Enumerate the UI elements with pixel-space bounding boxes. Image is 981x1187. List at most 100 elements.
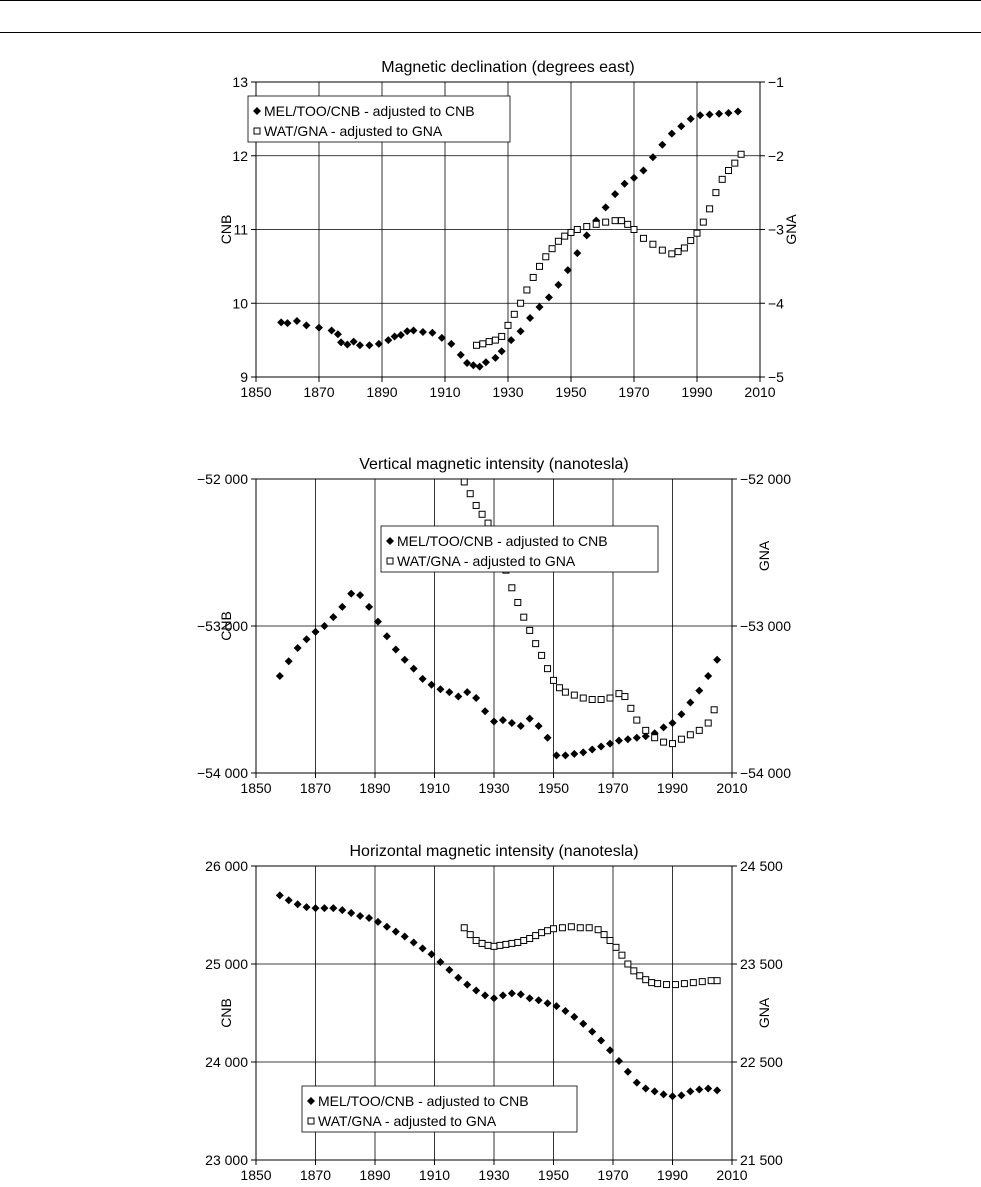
data-point-square: [472, 501, 480, 509]
series-mel-too-cnb: [275, 891, 722, 1101]
data-point-diamond: [606, 739, 615, 748]
data-point-square: [523, 286, 531, 294]
data-point-diamond: [463, 358, 472, 367]
data-point-diamond: [686, 1087, 695, 1096]
data-point-square: [671, 981, 679, 989]
data-point-diamond: [705, 110, 714, 119]
data-point-square: [651, 734, 659, 742]
data-point-diamond: [337, 338, 346, 347]
data-point-diamond: [554, 280, 563, 289]
data-point-diamond: [373, 617, 382, 626]
data-point-diamond: [343, 340, 352, 349]
x-tick-label: 1850: [240, 780, 271, 796]
series-wat-gna: [473, 150, 745, 349]
data-point-square: [663, 981, 671, 989]
series-mel-too-cnb: [275, 589, 722, 760]
data-point-diamond: [391, 927, 400, 936]
y2-tick-label: 22 500: [740, 1054, 783, 1070]
data-point-square: [502, 940, 510, 948]
data-point-square: [668, 250, 676, 258]
data-point-square: [658, 246, 666, 254]
data-point-diamond: [327, 326, 336, 335]
x-tick-label: 1850: [240, 384, 271, 400]
data-point-square: [472, 936, 480, 944]
data-point-diamond: [579, 748, 588, 757]
x-tick-label: 1930: [478, 780, 509, 796]
data-point-square: [567, 923, 575, 931]
data-point-square: [669, 740, 676, 748]
data-point-square: [642, 726, 650, 734]
data-point-square: [618, 951, 626, 959]
x-tick-label: 1990: [657, 1167, 688, 1183]
data-point-square: [594, 926, 602, 934]
y-tick-label: 11: [233, 222, 248, 238]
data-point-square: [687, 237, 695, 245]
data-point-square: [660, 738, 668, 746]
data-point-square: [550, 925, 557, 933]
data-point-diamond: [409, 326, 418, 335]
data-point-diamond: [713, 1086, 722, 1095]
y-tick-label: 23 000: [205, 1152, 248, 1168]
data-point-square: [642, 976, 650, 984]
series-wat-gna: [460, 923, 721, 989]
data-point-diamond: [713, 655, 722, 664]
data-point-diamond: [588, 1027, 597, 1036]
data-point-diamond: [639, 166, 648, 175]
data-point-square: [498, 332, 506, 340]
data-point-square: [698, 978, 706, 986]
chart-1: 1850 1870 1890 1910 1930 1950 1970 1990 2010 9 10 1…: [218, 59, 799, 400]
x-tick-label: 1990: [657, 780, 688, 796]
data-point-diamond: [659, 723, 668, 732]
data-point-square: [710, 706, 718, 714]
y-tick-label: 13: [232, 74, 248, 90]
data-point-square: [478, 939, 486, 947]
data-point-diamond: [409, 938, 418, 947]
data-point-square: [606, 936, 614, 944]
data-point-diamond: [436, 958, 445, 967]
data-point-square: [712, 189, 720, 197]
data-point-diamond: [563, 266, 572, 275]
data-point-diamond: [695, 1085, 704, 1094]
x-tick-label: 1910: [429, 384, 460, 400]
data-point-square: [485, 338, 493, 346]
x-tick-label: 1930: [478, 1167, 509, 1183]
data-point-diamond: [552, 1002, 561, 1011]
x-tick-label: 2010: [716, 1167, 747, 1183]
data-point-diamond: [491, 353, 500, 362]
data-point-square: [624, 960, 632, 968]
data-point-diamond: [582, 231, 591, 240]
y-tick-label: 9: [240, 369, 248, 385]
data-point-square: [639, 234, 647, 242]
data-point-diamond: [561, 1007, 570, 1016]
data-point-diamond: [447, 339, 456, 348]
data-point-diamond: [338, 906, 347, 915]
y2-tick-label: −54 000: [740, 765, 791, 781]
data-point-square: [491, 336, 499, 344]
data-point-square: [731, 159, 739, 167]
data-point-diamond: [623, 1067, 632, 1076]
data-point-square: [686, 731, 694, 739]
data-point-square: [496, 941, 504, 949]
data-point-diamond: [445, 965, 454, 974]
data-point-diamond: [277, 318, 286, 327]
x-tick-label: 1910: [419, 780, 450, 796]
y-tick-label: −53 000: [197, 618, 248, 634]
data-point-diamond: [403, 327, 412, 336]
data-point-square: [585, 924, 593, 932]
data-point-diamond: [516, 721, 525, 730]
legend-box: [247, 95, 511, 143]
data-point-diamond: [293, 900, 302, 909]
legend-diamond-marker: [386, 537, 394, 545]
y-tick-label: 12: [232, 148, 248, 164]
data-point-diamond: [374, 339, 383, 348]
header-rule-bottom: [0, 32, 981, 33]
data-point-square: [484, 519, 492, 527]
legend-diamond-marker: [253, 107, 261, 115]
data-point-diamond: [418, 944, 427, 953]
data-point-square: [508, 584, 516, 592]
data-point-diamond: [630, 173, 638, 182]
data-point-diamond: [437, 333, 446, 342]
data-point-diamond: [382, 922, 391, 931]
data-point-diamond: [507, 719, 516, 728]
data-point-diamond: [579, 1019, 588, 1028]
